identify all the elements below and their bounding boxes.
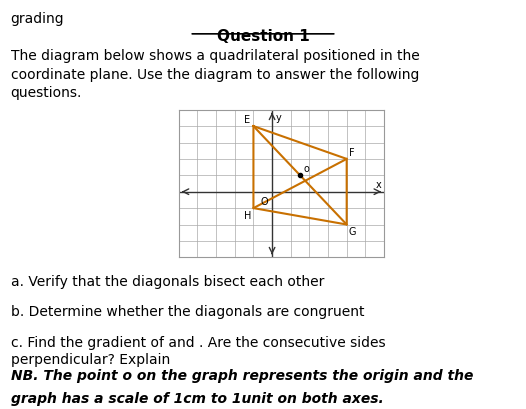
Text: b. Determine whether the diagonals are congruent: b. Determine whether the diagonals are c…	[11, 305, 364, 319]
Text: F: F	[349, 148, 354, 158]
Text: graph has a scale of 1cm to 1unit on both axes.: graph has a scale of 1cm to 1unit on bot…	[11, 391, 383, 405]
Text: y: y	[276, 113, 281, 123]
Text: The diagram below shows a quadrilateral positioned in the
coordinate plane. Use : The diagram below shows a quadrilateral …	[11, 49, 419, 100]
Text: E: E	[244, 115, 250, 125]
Text: o: o	[304, 164, 310, 173]
Text: O: O	[261, 196, 268, 206]
Text: c. Find the gradient of and . Are the consecutive sides
perpendicular? Explain: c. Find the gradient of and . Are the co…	[11, 335, 385, 366]
Text: a. Verify that the diagonals bisect each other: a. Verify that the diagonals bisect each…	[11, 274, 324, 288]
Text: H: H	[244, 210, 251, 220]
Text: grading: grading	[11, 12, 64, 26]
Text: Question 1: Question 1	[217, 29, 309, 44]
Text: x: x	[376, 179, 381, 189]
Text: G: G	[349, 227, 356, 236]
Text: NB. The point o on the graph represents the origin and the: NB. The point o on the graph represents …	[11, 368, 473, 382]
